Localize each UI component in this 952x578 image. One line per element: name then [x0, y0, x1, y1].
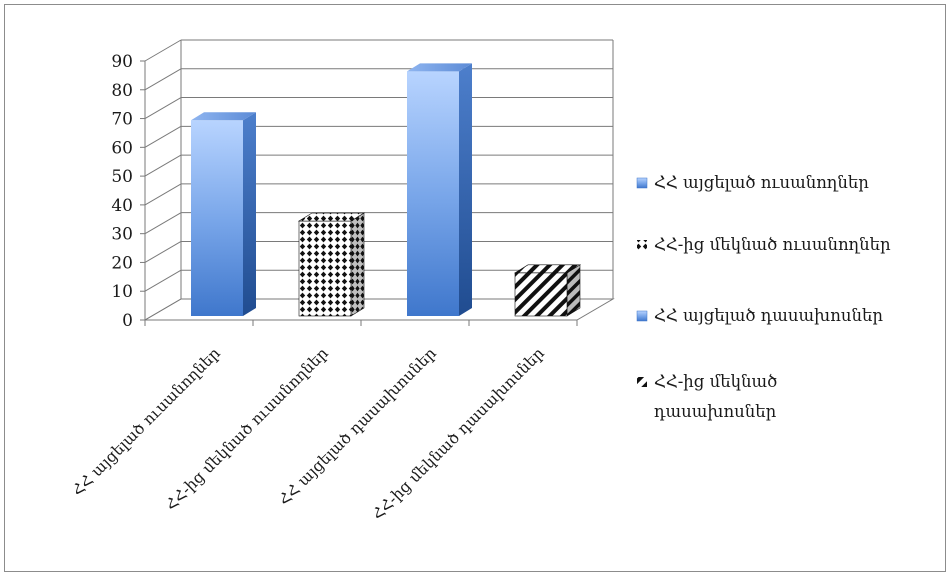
bar-top: [513, 264, 582, 274]
bar-side: [566, 264, 581, 317]
bar-front: [298, 220, 352, 317]
y-tick-label: 70: [111, 110, 133, 130]
gridline-side: [144, 125, 182, 148]
legend-swatch: [637, 240, 647, 250]
legend-item: ՀՀ-ից մեկնած ուսանողներ: [637, 235, 891, 254]
legend-label: ՀՀ այցելած ուսանողներ: [654, 173, 869, 192]
legend-label: ՀՀ-ից մեկնած ուսանողներ: [654, 235, 891, 254]
gridline-side: [144, 97, 182, 119]
floor: [143, 298, 615, 321]
gridline-side: [144, 269, 182, 292]
bar-top: [407, 63, 472, 72]
legend-swatch: [636, 310, 648, 322]
bar-top: [297, 212, 366, 222]
legend-item: ՀՀ այցելած ուսանողներ: [636, 173, 869, 192]
legend-item: ՀՀ այցելած դասախոսներ: [636, 306, 883, 325]
y-tick-label: 60: [111, 138, 133, 158]
bar-1: [191, 112, 256, 316]
y-tick-label: 90: [111, 52, 133, 72]
legend: ՀՀ այցելած ուսանողներ ՀՀ-ից մեկնած ուսանո…: [636, 173, 891, 421]
bar-front: [514, 272, 568, 317]
y-tick-label: 50: [111, 167, 133, 187]
gridline-side: [144, 212, 182, 235]
x-category-label: ՀՀ-ից մեկնած դասախոսներ: [369, 344, 548, 523]
legend-item: ՀՀ-ից մեկնած դասախոսներ: [637, 372, 777, 421]
y-tick-label: 0: [122, 311, 133, 331]
gridline-side: [144, 68, 182, 91]
bars-layer: [191, 63, 582, 317]
bar-4: [513, 264, 582, 317]
bar-chart: 0 10 20 30 40 50 60 70 80 90 ՀՀ այցելած ուսանողներ…: [68, 39, 891, 523]
bar-side: [459, 63, 472, 317]
bar-side: [350, 212, 365, 317]
gridline-side: [144, 154, 182, 177]
y-tick-label: 10: [111, 282, 133, 302]
chart-frame: 0 10 20 30 40 50 60 70 80 90 ՀՀ այցելած ուսանողներ…: [4, 4, 946, 572]
bar-3: [407, 63, 472, 317]
bar-2: [297, 212, 366, 317]
y-tick-label: 20: [111, 253, 133, 273]
gridline-side: [144, 183, 182, 206]
legend-label-line2: դասախոսներ: [654, 402, 777, 421]
y-tick-label: 30: [111, 225, 133, 245]
legend-swatch: [637, 377, 647, 387]
bar-top: [191, 112, 256, 121]
y-tick-label: 80: [111, 81, 133, 101]
legend-label: ՀՀ այցելած դասախոսներ: [654, 306, 883, 325]
legend-label: ՀՀ-ից մեկնած: [654, 372, 777, 391]
axis-layer: [140, 40, 615, 326]
y-tick-label: 40: [111, 196, 133, 216]
bar-side: [243, 112, 256, 316]
gridline-side: [144, 241, 182, 263]
legend-swatch: [636, 177, 648, 189]
bar-front: [191, 120, 243, 316]
gridline-side: [144, 39, 182, 62]
bar-front: [407, 71, 459, 316]
